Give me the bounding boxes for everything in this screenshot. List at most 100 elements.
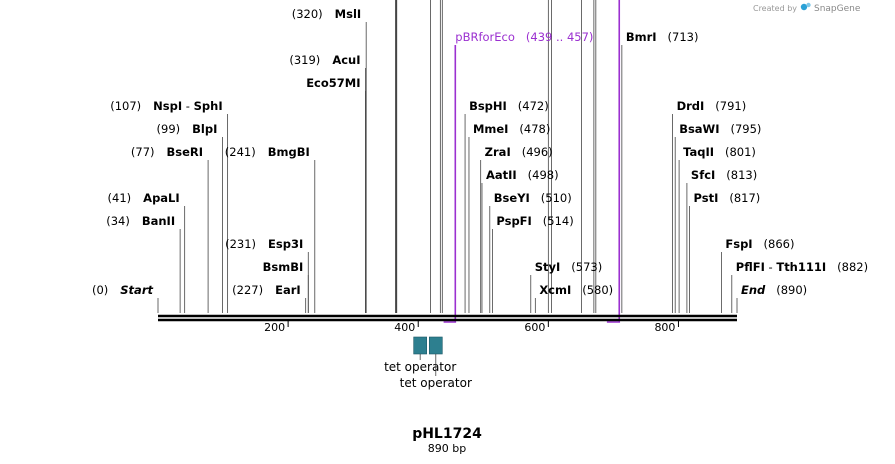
site-name: Esp3I — [256, 237, 303, 251]
site-label-pfl: PflFI - Tth111I (882) — [736, 260, 868, 274]
site-label-drd: DrdI (791) — [677, 99, 747, 113]
site-name: Eco57MI — [306, 76, 360, 90]
credit-brand: SnapGene — [814, 4, 861, 14]
plasmid-name: pHL1724 — [412, 426, 482, 442]
site-label-bsaw: BsaWI (795) — [679, 122, 761, 136]
site-name: BsmBI — [263, 260, 304, 274]
site-label-zra: ZraI (496) — [485, 145, 553, 159]
site-label-blp: (99) BlpI — [157, 122, 218, 136]
site-label-bsph: BspHI (472) — [469, 99, 549, 113]
ruler-ticks: 200 400 600 800 — [264, 321, 679, 334]
snapgene-credit: Created by SnapGene — [753, 2, 861, 14]
site-name: TaqII — [683, 145, 714, 159]
site-position: (0) — [92, 283, 108, 297]
site-position: (320) — [292, 7, 323, 21]
plasmid-length: 890 bp — [428, 442, 466, 455]
site-name: FspI — [725, 237, 752, 251]
site-name: AcuI — [320, 53, 360, 67]
site-position: (496) — [511, 145, 553, 159]
site-position: (34) — [106, 214, 130, 228]
site-name: MslI — [323, 7, 362, 21]
site-position: (241) — [225, 145, 256, 159]
site-position: (890) — [765, 283, 807, 297]
ruler-tick-label: 800 — [654, 321, 675, 334]
primer-label-pbrforeco: pBRforEco (439 .. 457) — [455, 30, 593, 44]
site-label-bmr: BmrI (713) — [626, 30, 699, 44]
site-position: (478) — [508, 122, 550, 136]
site-label-end: End (890) — [741, 283, 807, 297]
site-label-msl: (320) MslI — [292, 7, 361, 21]
site-name: ZraI — [485, 145, 511, 159]
site-label-apal: (41) ApaLI — [108, 191, 180, 205]
restriction-site-labels: (0) Start (227) EarI BsmBI (231) Esp3I (34) … — [92, 7, 868, 297]
site-name: PspFI — [496, 214, 531, 228]
site-label-ban2: (34) BanII — [106, 214, 175, 228]
site-label-pst: PstI (817) — [694, 191, 761, 205]
site-label-acu: (319) AcuI — [289, 53, 360, 67]
site-name: AatII — [486, 168, 517, 182]
site-position: (227) — [232, 283, 263, 297]
site-label-pspf: PspFI (514) — [496, 214, 573, 228]
site-position: (713) — [657, 30, 699, 44]
site-label-sty: StyI (573) — [535, 260, 602, 274]
site-name: EarI — [263, 283, 301, 297]
site-position: (866) — [753, 237, 795, 251]
site-position: (319) — [289, 53, 320, 67]
feature-annotations: tet operator tet operator — [384, 336, 472, 390]
site-name: Start — [108, 283, 153, 297]
feature-label-tet-op-2: tet operator — [400, 376, 472, 390]
site-name: StyI — [535, 260, 561, 274]
feature-box-tet-op-1 — [413, 336, 427, 355]
site-label-bsey: BseYI (510) — [494, 191, 572, 205]
feature-box-tet-op-2 — [428, 336, 443, 355]
feature-label-tet-op-1: tet operator — [384, 360, 456, 374]
site-name: BseRI — [155, 145, 204, 159]
site-position: (573) — [560, 260, 602, 274]
ruler-tick-label: 600 — [524, 321, 545, 334]
site-name: BseYI — [494, 191, 530, 205]
site-separator: - — [182, 99, 193, 113]
site-label-mme: MmeI (478) — [473, 122, 550, 136]
site-label-nsp: (107) NspI - SphI — [110, 99, 222, 113]
site-name: Tth111I — [776, 260, 826, 274]
site-label-sfc: SfcI (813) — [691, 168, 757, 182]
ruler-tick-label: 200 — [264, 321, 285, 334]
site-name: BlpI — [180, 122, 217, 136]
site-label-bsmb: BsmBI — [263, 260, 304, 274]
snapgene-logo-icon — [800, 2, 811, 11]
site-label-bmgb: (241) BmgBI — [225, 145, 310, 159]
dna-backbone — [158, 314, 737, 322]
site-position: (882) — [826, 260, 868, 274]
site-name: PflFI — [736, 260, 765, 274]
site-label-eco57: Eco57MI — [306, 76, 360, 90]
primer-range: (439 .. 457) — [515, 30, 593, 44]
site-name: NspI — [141, 99, 182, 113]
site-label-ear: (227) EarI — [232, 283, 301, 297]
site-name: SfcI — [691, 168, 715, 182]
site-position: (580) — [571, 283, 613, 297]
primer-arrow-pbrforeco — [443, 45, 457, 323]
site-position: (77) — [131, 145, 155, 159]
primer-arrow-neo-r — [606, 0, 621, 323]
site-label-taq2: TaqII (801) — [683, 145, 756, 159]
site-leader-lines — [157, 0, 738, 313]
site-position: (41) — [108, 191, 132, 205]
site-position: (498) — [517, 168, 559, 182]
primer-annotations: pBRforEco (439 .. 457)Neo-R (690 .. 709) — [443, 0, 621, 323]
site-name: BmgBI — [256, 145, 310, 159]
site-position: (231) — [225, 237, 256, 251]
site-name: SphI — [194, 99, 223, 113]
site-name: End — [741, 283, 766, 297]
site-position: (795) — [720, 122, 762, 136]
site-position: (510) — [530, 191, 572, 205]
site-position: (99) — [157, 122, 181, 136]
site-name: DrdI — [677, 99, 705, 113]
site-position: (813) — [715, 168, 757, 182]
site-position: (514) — [532, 214, 574, 228]
site-position: (817) — [718, 191, 760, 205]
site-label-xcm: XcmI (580) — [539, 283, 613, 297]
site-name: BmrI — [626, 30, 657, 44]
site-label-bser: (77) BseRI — [131, 145, 203, 159]
site-name: BspHI — [469, 99, 507, 113]
